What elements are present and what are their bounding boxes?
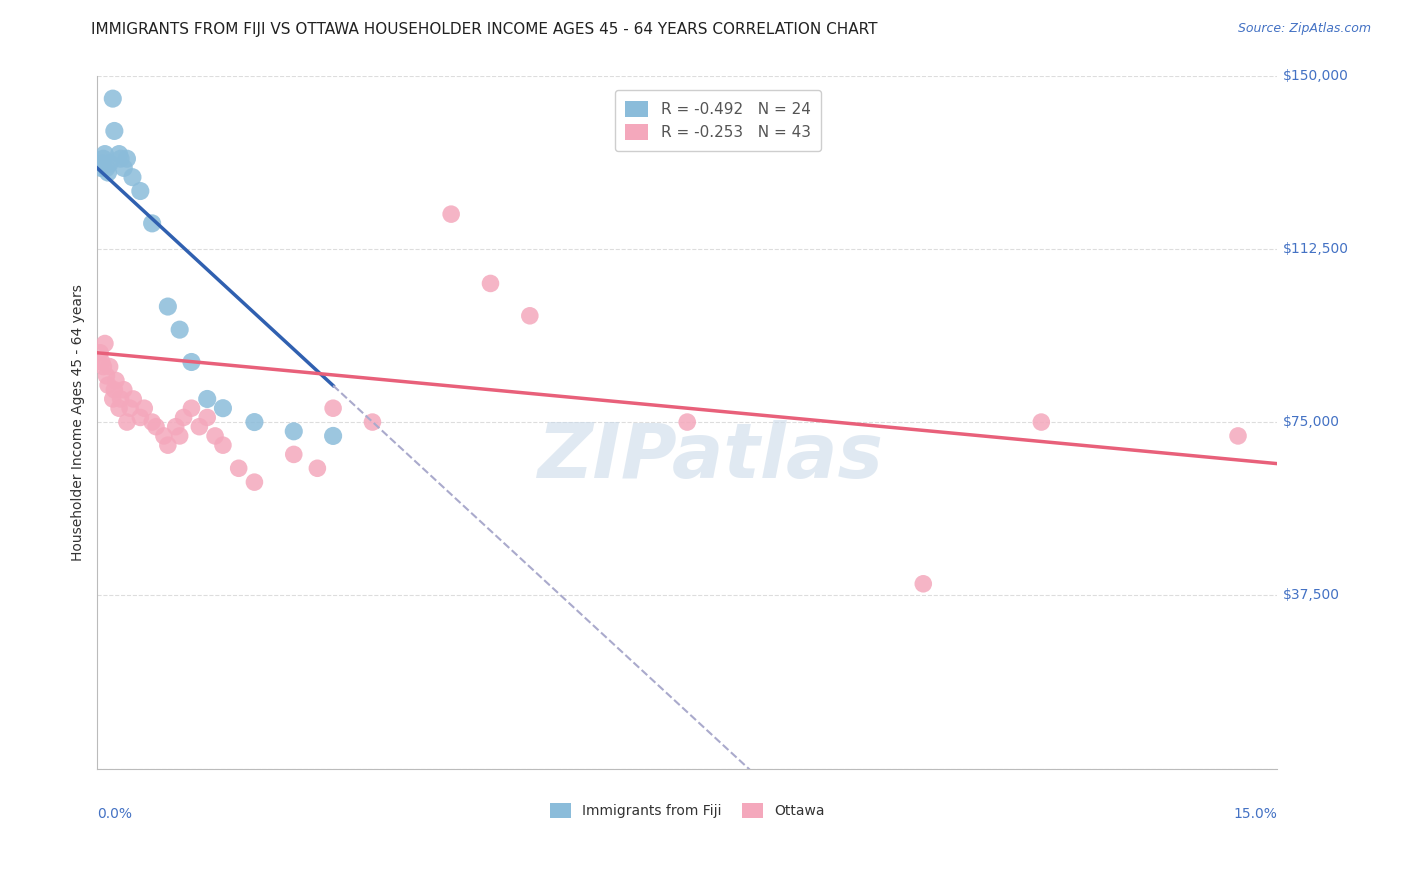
Point xyxy=(134,401,156,416)
Legend: Immigrants from Fiji, Ottawa: Immigrants from Fiji, Ottawa xyxy=(544,797,830,824)
Point xyxy=(97,378,120,392)
Point xyxy=(141,415,163,429)
Point xyxy=(180,401,202,416)
Point xyxy=(94,147,117,161)
Point xyxy=(112,383,135,397)
Point xyxy=(153,429,176,443)
Text: $75,000: $75,000 xyxy=(1284,415,1340,429)
Point xyxy=(519,309,541,323)
Point xyxy=(94,336,117,351)
Point xyxy=(145,419,167,434)
Text: $37,500: $37,500 xyxy=(1284,589,1340,602)
Point xyxy=(104,374,127,388)
Point xyxy=(322,401,344,416)
Point xyxy=(98,156,121,170)
Point xyxy=(173,410,195,425)
Text: $112,500: $112,500 xyxy=(1284,242,1350,256)
Point xyxy=(91,156,114,170)
Point xyxy=(110,392,132,406)
Point xyxy=(129,410,152,425)
Point xyxy=(156,300,179,314)
Text: 0.0%: 0.0% xyxy=(97,806,132,821)
Point xyxy=(101,392,124,406)
Point xyxy=(98,359,121,374)
Point xyxy=(479,277,502,291)
Point xyxy=(129,184,152,198)
Point xyxy=(97,165,120,179)
Point xyxy=(89,345,111,359)
Point xyxy=(307,461,329,475)
Text: $150,000: $150,000 xyxy=(1284,69,1350,83)
Point xyxy=(120,401,142,416)
Point xyxy=(212,438,235,452)
Point xyxy=(361,415,384,429)
Point xyxy=(101,92,124,106)
Point xyxy=(91,152,114,166)
Point xyxy=(122,392,145,406)
Point xyxy=(108,401,131,416)
Point xyxy=(96,368,118,383)
Point xyxy=(165,419,187,434)
Text: 15.0%: 15.0% xyxy=(1233,806,1278,821)
Point xyxy=(90,355,112,369)
Text: Source: ZipAtlas.com: Source: ZipAtlas.com xyxy=(1237,22,1371,36)
Point xyxy=(676,415,699,429)
Point xyxy=(115,152,138,166)
Point xyxy=(188,419,211,434)
Text: IMMIGRANTS FROM FIJI VS OTTAWA HOUSEHOLDER INCOME AGES 45 - 64 YEARS CORRELATION: IMMIGRANTS FROM FIJI VS OTTAWA HOUSEHOLD… xyxy=(91,22,877,37)
Point xyxy=(1227,429,1250,443)
Point xyxy=(103,383,125,397)
Point xyxy=(115,415,138,429)
Point xyxy=(112,161,135,175)
Point xyxy=(322,429,344,443)
Point xyxy=(108,147,131,161)
Point xyxy=(243,475,266,490)
Point xyxy=(195,410,218,425)
Point xyxy=(180,355,202,369)
Point xyxy=(169,429,191,443)
Point xyxy=(440,207,463,221)
Point xyxy=(121,170,143,185)
Point xyxy=(228,461,250,475)
Point xyxy=(110,152,132,166)
Point xyxy=(90,161,112,175)
Point xyxy=(169,323,191,337)
Point xyxy=(96,161,118,175)
Text: ZIPatlas: ZIPatlas xyxy=(538,420,884,493)
Point xyxy=(1031,415,1053,429)
Point xyxy=(103,124,125,138)
Point xyxy=(283,425,305,439)
Y-axis label: Householder Income Ages 45 - 64 years: Householder Income Ages 45 - 64 years xyxy=(72,284,86,560)
Point xyxy=(204,429,226,443)
Point xyxy=(212,401,235,416)
Point xyxy=(283,447,305,461)
Point xyxy=(91,359,114,374)
Point xyxy=(195,392,218,406)
Point xyxy=(141,216,163,230)
Point xyxy=(912,576,935,591)
Point xyxy=(156,438,179,452)
Point xyxy=(243,415,266,429)
